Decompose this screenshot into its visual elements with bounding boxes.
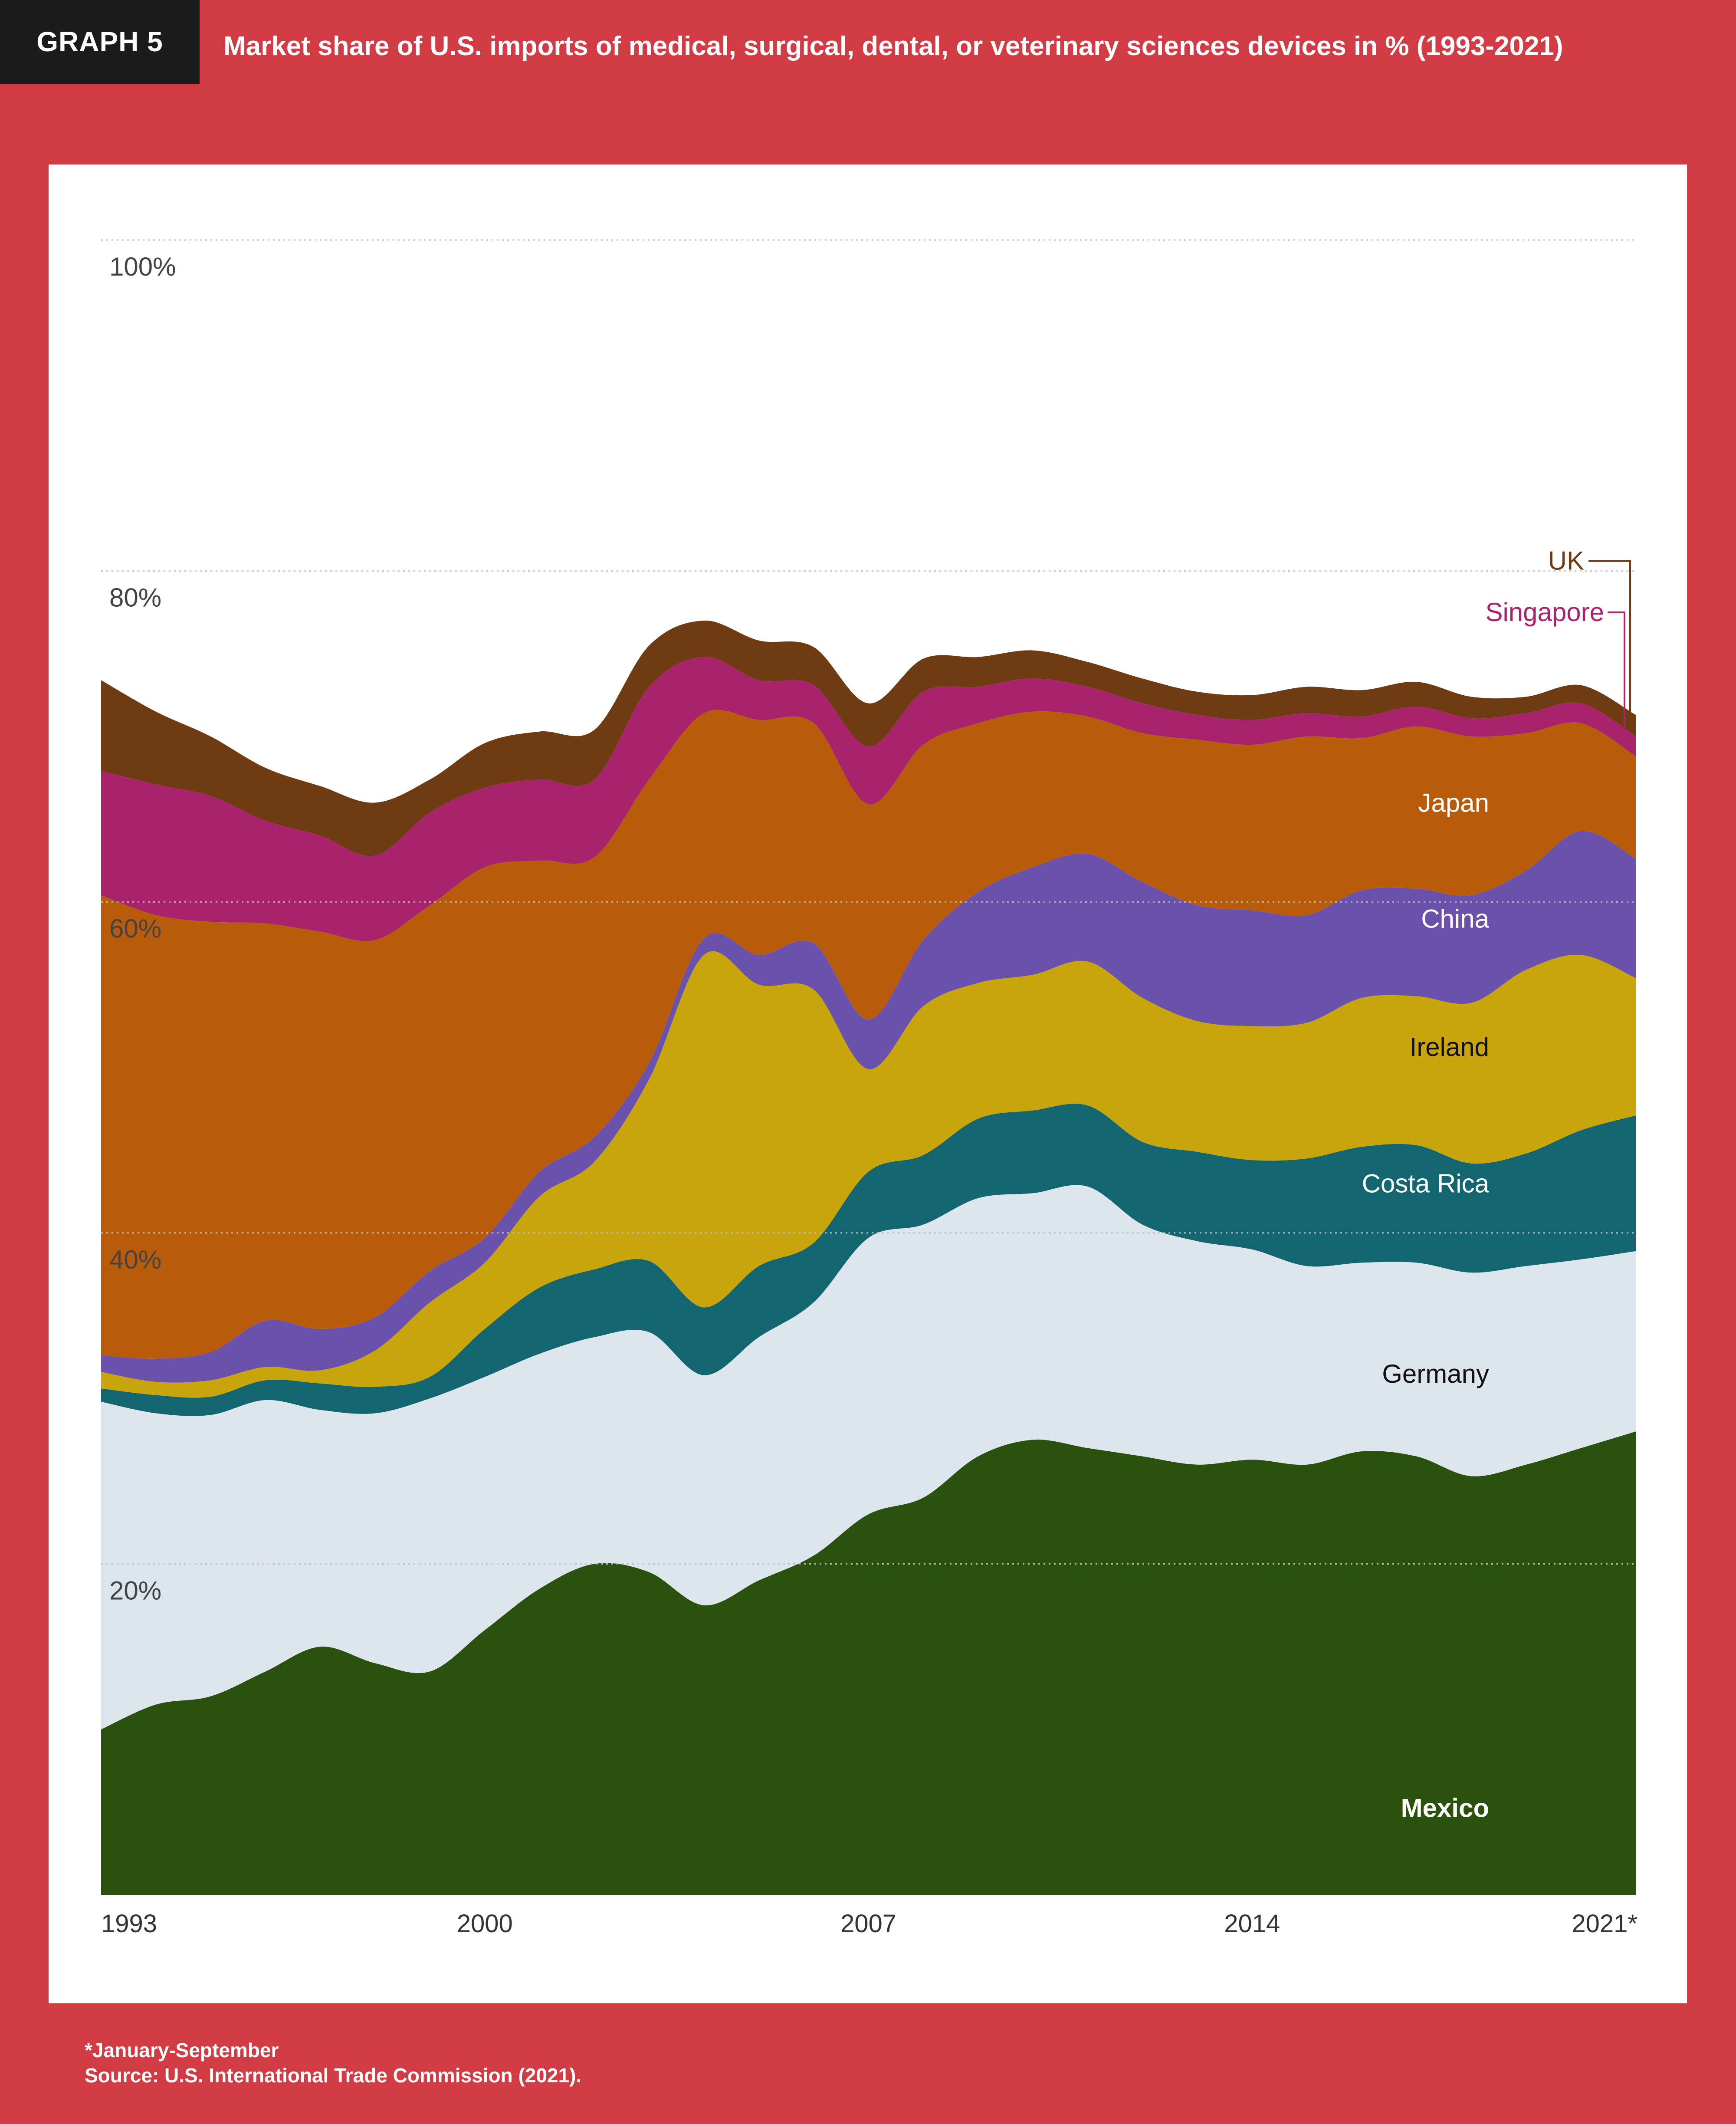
area-mexico bbox=[101, 1431, 1636, 1895]
footnote: *January-September Source: U.S. Internat… bbox=[85, 2038, 581, 2088]
y-tick-label: 20% bbox=[109, 1576, 161, 1605]
series-label-uk: UK bbox=[1548, 546, 1584, 575]
y-tick-label: 40% bbox=[109, 1245, 161, 1274]
chart-title: Market share of U.S. imports of medical,… bbox=[223, 31, 1563, 61]
y-tick-label: 100% bbox=[109, 252, 176, 281]
x-tick-label: 1993 bbox=[101, 1910, 157, 1938]
area-ireland bbox=[101, 951, 1636, 1398]
area-singapore bbox=[101, 657, 1636, 941]
series-label-germany: Germany bbox=[1382, 1359, 1489, 1388]
series-label-costa-rica: Costa Rica bbox=[1362, 1169, 1490, 1198]
area-japan bbox=[101, 710, 1636, 1359]
series-label-japan: Japan bbox=[1418, 788, 1489, 817]
graph-number-badge: GRAPH 5 bbox=[0, 0, 200, 84]
chart-panel: 20% 40% 60% 80% 100% 1993 2000 2007 2014 2021* M… bbox=[49, 164, 1687, 2003]
stacked-area-chart: 20% 40% 60% 80% 100% 1993 2000 2007 2014 2021* M… bbox=[101, 239, 1638, 1938]
y-tick-label: 60% bbox=[109, 914, 161, 943]
x-tick-label: 2007 bbox=[840, 1910, 896, 1938]
x-tick-label: 2000 bbox=[457, 1910, 513, 1938]
series-label-china: China bbox=[1421, 904, 1489, 933]
leader-line-singapore bbox=[1608, 611, 1625, 746]
y-tick-label: 80% bbox=[109, 583, 161, 612]
area-costa-rica bbox=[101, 1104, 1636, 1416]
series-label-mexico: Mexico bbox=[1401, 1793, 1489, 1822]
footnote-source: Source: U.S. International Trade Commiss… bbox=[85, 2064, 582, 2087]
area-china bbox=[101, 830, 1636, 1383]
footnote-note: *January-September bbox=[85, 2039, 279, 2062]
x-tick-label: 2021* bbox=[1572, 1910, 1638, 1938]
series-label-singapore: Singapore bbox=[1485, 598, 1604, 627]
leader-line-uk bbox=[1588, 560, 1631, 726]
area-germany bbox=[101, 1185, 1636, 1729]
x-tick-label: 2014 bbox=[1224, 1910, 1280, 1938]
area-uk bbox=[101, 620, 1636, 856]
series-label-ireland: Ireland bbox=[1410, 1032, 1489, 1062]
